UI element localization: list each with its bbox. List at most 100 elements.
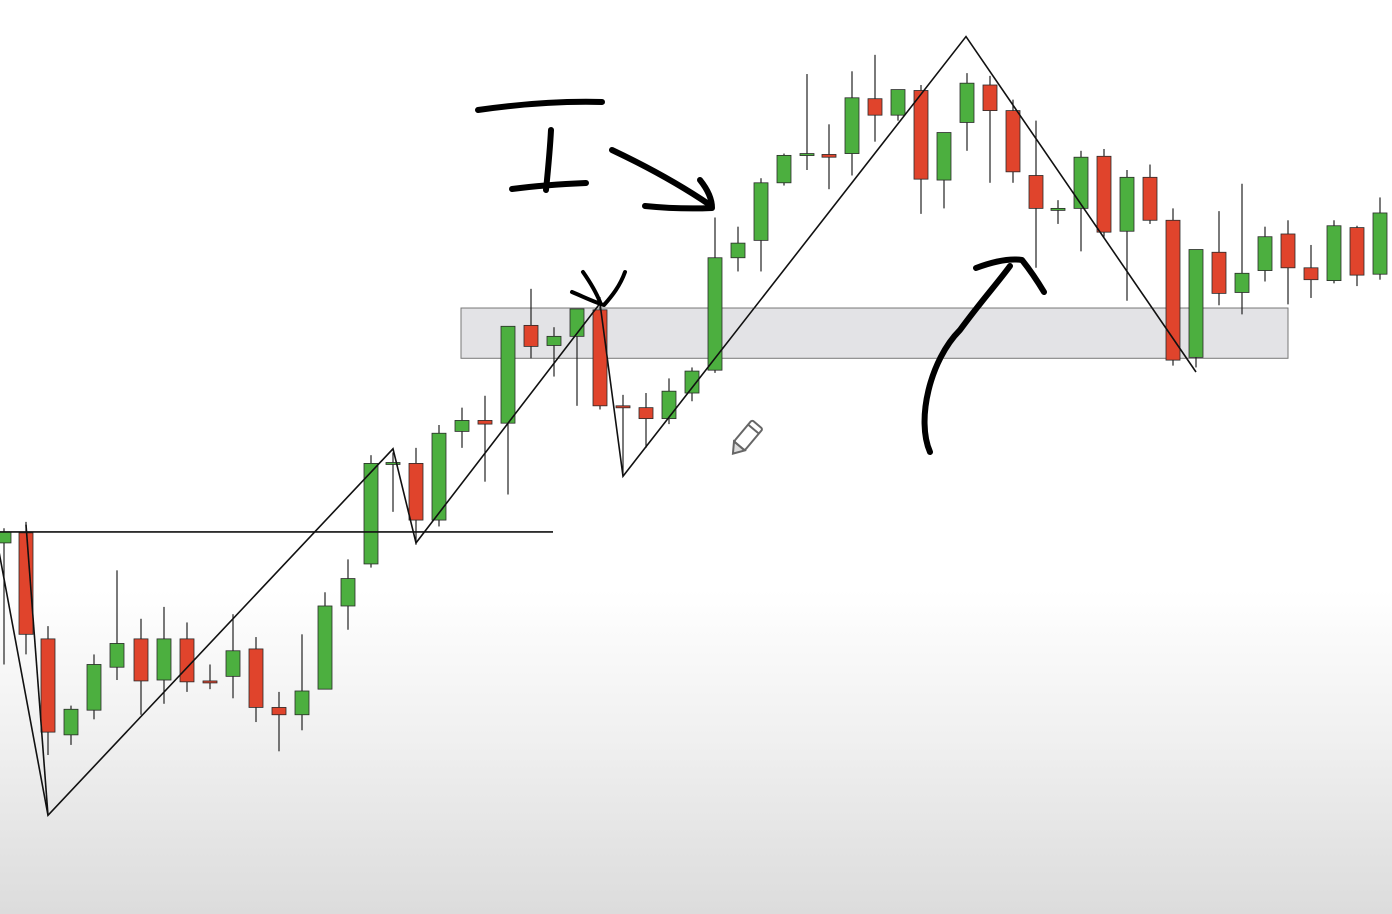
candle — [271, 691, 287, 752]
candle — [340, 559, 356, 630]
candle — [799, 74, 815, 171]
candle — [1326, 220, 1342, 284]
candle-body-bearish — [523, 324, 539, 347]
candle — [753, 178, 769, 272]
candle — [363, 455, 379, 568]
candle-body-bullish — [340, 578, 356, 607]
candle — [454, 407, 470, 448]
candle-body-bullish — [776, 154, 792, 184]
candle — [63, 705, 79, 745]
candle — [936, 132, 952, 209]
candle — [684, 367, 700, 402]
candle-body-bullish — [317, 605, 333, 690]
handwritten-arrow-right-icon — [609, 147, 715, 212]
candle — [1096, 148, 1112, 237]
candle — [317, 592, 333, 690]
candle-body-bearish — [638, 407, 654, 420]
candle-body-bearish — [821, 154, 837, 158]
zigzag-left-segment — [25, 524, 49, 816]
candle — [844, 71, 860, 176]
ink-i-stem-stroke — [543, 127, 554, 193]
candle-body-bearish — [248, 648, 264, 708]
candle-body-bullish — [546, 335, 562, 346]
candle-body-bullish — [225, 650, 241, 677]
candle — [1050, 200, 1066, 224]
candle — [523, 288, 539, 359]
candle — [821, 124, 837, 190]
candle-body-bullish — [86, 664, 102, 711]
candle — [1303, 244, 1319, 298]
supply-demand-zone — [460, 307, 1289, 359]
candle — [1142, 164, 1158, 224]
candle-body-bullish — [753, 182, 769, 241]
candle — [86, 654, 102, 720]
candle — [179, 622, 195, 692]
candles-layer — [0, 54, 1388, 755]
candle — [1257, 226, 1273, 282]
candle — [730, 226, 746, 272]
candle-body-bullish — [431, 432, 447, 521]
candle-body-bearish — [179, 638, 195, 683]
candle-body-bullish — [661, 390, 677, 420]
candle-body-bearish — [1280, 233, 1296, 269]
candle — [133, 618, 149, 715]
candle — [959, 73, 975, 151]
candle-body-bullish — [156, 638, 172, 681]
candle-body-bearish — [1096, 155, 1112, 233]
candle-body-bullish — [707, 257, 723, 371]
candle — [776, 153, 792, 186]
candle — [109, 570, 125, 681]
candle — [1188, 249, 1204, 368]
handwritten-annotations — [475, 98, 1047, 455]
handwritten-label-i — [475, 98, 605, 193]
candle — [1005, 99, 1021, 183]
candle-body-bullish — [294, 690, 310, 716]
candle — [1280, 220, 1296, 305]
candle-body-bullish — [363, 462, 379, 565]
candle-body-bearish — [592, 309, 608, 407]
candle-body-bullish — [1119, 176, 1135, 232]
candle-body-bullish — [500, 325, 516, 424]
candle-body-bullish — [1188, 249, 1204, 358]
candle-body-bullish — [799, 153, 815, 156]
candle — [0, 528, 12, 665]
candle-body-bearish — [1211, 251, 1227, 294]
support-resistance-zone-layer — [460, 307, 1289, 359]
candle — [615, 394, 631, 477]
candle — [500, 325, 516, 495]
candle-body-bullish — [844, 97, 860, 154]
candle — [202, 664, 218, 690]
candle — [385, 452, 401, 512]
candle-body-bullish — [936, 132, 952, 181]
candle-body-bearish — [202, 680, 218, 684]
candle — [248, 637, 264, 723]
candle — [408, 447, 424, 545]
candle-body-bearish — [133, 638, 149, 682]
candle-body-bearish — [1005, 110, 1021, 173]
trend-lines-layer — [0, 35, 1197, 817]
candle-body-bullish — [959, 82, 975, 123]
candle-body-bearish — [615, 405, 631, 409]
candle-body-bearish — [271, 707, 287, 716]
candle-body-bullish — [109, 643, 125, 668]
candle — [431, 425, 447, 527]
candle — [225, 614, 241, 699]
zigzag-swing-line — [0, 35, 1197, 817]
pencil-cursor-icon — [731, 419, 763, 455]
candle-body-bearish — [408, 462, 424, 521]
candle-body-bullish — [0, 531, 12, 544]
candle — [1234, 183, 1250, 315]
candle — [982, 75, 998, 183]
candle — [1073, 150, 1089, 252]
candle-body-bullish — [684, 370, 700, 394]
candle — [156, 606, 172, 704]
candle-body-bearish — [1028, 175, 1044, 209]
candle — [477, 395, 493, 482]
candle-body-bearish — [1349, 227, 1365, 276]
candle-body-bearish — [867, 98, 883, 116]
candle — [913, 85, 929, 214]
candle-body-bullish — [385, 462, 401, 465]
candle — [1119, 170, 1135, 301]
